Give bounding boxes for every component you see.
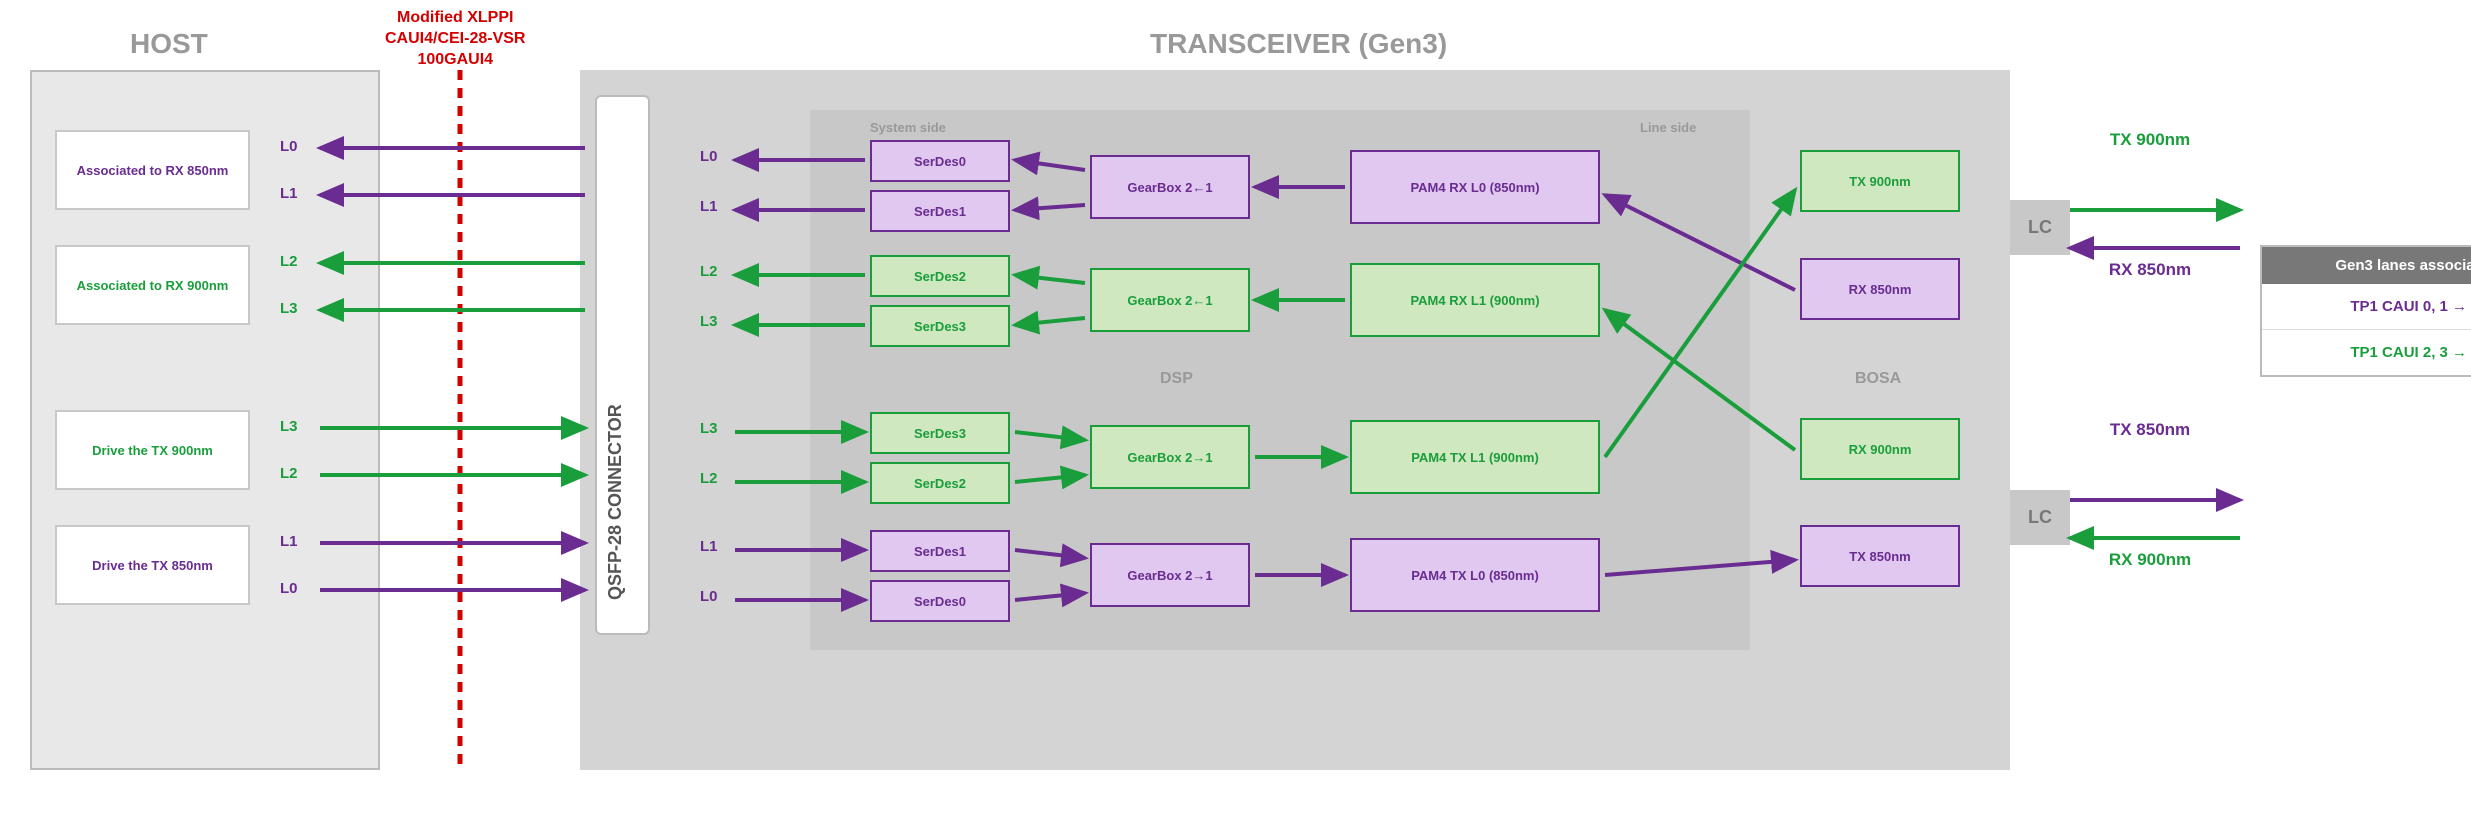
t-lane-5: L2 (700, 470, 718, 487)
lc-bot: LC (2010, 490, 2070, 545)
serdes-2: SerDes2 (870, 255, 1010, 297)
serdes-5: SerDes2 (870, 462, 1010, 504)
pam4-rx1: PAM4 RX L1 (900nm) (1350, 263, 1600, 337)
lc-top: LC (2010, 200, 2070, 255)
host-item-1: Associated to RX 900nm (55, 245, 250, 325)
t-lane-3: L3 (700, 313, 718, 330)
transceiver-title: TRANSCEIVER (Gen3) (1150, 28, 1447, 60)
bosa-rx850: RX 850nm (1800, 258, 1960, 320)
host-lane-7: L0 (280, 580, 298, 597)
line-side-lbl: Line side (1640, 120, 1696, 135)
t-lane-7: L0 (700, 588, 718, 605)
opt-top-tx: TX 900nm (2100, 130, 2200, 150)
pam4-tx0: PAM4 TX L0 (850nm) (1350, 538, 1600, 612)
legend-row-1: TP1 CAUI 0, 1 → 850nm → TP4 CAUI 0, 1 (2262, 284, 2471, 330)
serdes-1: SerDes1 (870, 190, 1010, 232)
host-item-3: Drive the TX 850nm (55, 525, 250, 605)
gearbox-rx-0: GearBox 2←1 (1090, 155, 1250, 219)
host-lane-6: L1 (280, 533, 298, 550)
opt-top-rx: RX 850nm (2100, 260, 2200, 280)
pam4-tx1: PAM4 TX L1 (900nm) (1350, 420, 1600, 494)
serdes-7: SerDes0 (870, 580, 1010, 622)
gearbox-tx-1: GearBox 2→1 (1090, 425, 1250, 489)
host-lane-2: L2 (280, 253, 298, 270)
t-lane-0: L0 (700, 148, 718, 165)
serdes-3: SerDes3 (870, 305, 1010, 347)
legend-table: Gen3 lanes association (no inversion at … (2260, 245, 2471, 377)
opt-bot-rx: RX 900nm (2100, 550, 2200, 570)
legend-row-2: TP1 CAUI 2, 3 → 900nm → TP4 CAUI 2, 3 (2262, 330, 2471, 375)
host-lane-0: L0 (280, 138, 298, 155)
host-item-0: Associated to RX 850nm (55, 130, 250, 210)
t-lane-6: L1 (700, 538, 718, 555)
connector-label: QSFP-28 CONNECTOR (605, 100, 626, 600)
host-title: HOST (130, 28, 208, 60)
pam4-rx0: PAM4 RX L0 (850nm) (1350, 150, 1600, 224)
bosa-tx900: TX 900nm (1800, 150, 1960, 212)
interface-note: Modified XLPPI CAUI4/CEI-28-VSR 100GAUI4 (385, 8, 525, 70)
bosa-tx850: TX 850nm (1800, 525, 1960, 587)
opt-bot-tx: TX 850nm (2100, 420, 2200, 440)
system-side-lbl: System side (870, 120, 946, 135)
serdes-0: SerDes0 (870, 140, 1010, 182)
host-lane-5: L2 (280, 465, 298, 482)
gearbox-tx-0: GearBox 2→1 (1090, 543, 1250, 607)
t-lane-1: L1 (700, 198, 718, 215)
host-item-2: Drive the TX 900nm (55, 410, 250, 490)
t-lane-4: L3 (700, 420, 718, 437)
serdes-4: SerDes3 (870, 412, 1010, 454)
dsp-lbl: DSP (1160, 370, 1193, 388)
bosa-rx900: RX 900nm (1800, 418, 1960, 480)
gearbox-rx-1: GearBox 2←1 (1090, 268, 1250, 332)
host-lane-4: L3 (280, 418, 298, 435)
host-lane-3: L3 (280, 300, 298, 317)
serdes-6: SerDes1 (870, 530, 1010, 572)
legend-title: Gen3 lanes association (no inversion at … (2262, 247, 2471, 284)
bosa-lbl: BOSA (1855, 370, 1901, 388)
t-lane-2: L2 (700, 263, 718, 280)
host-lane-1: L1 (280, 185, 298, 202)
